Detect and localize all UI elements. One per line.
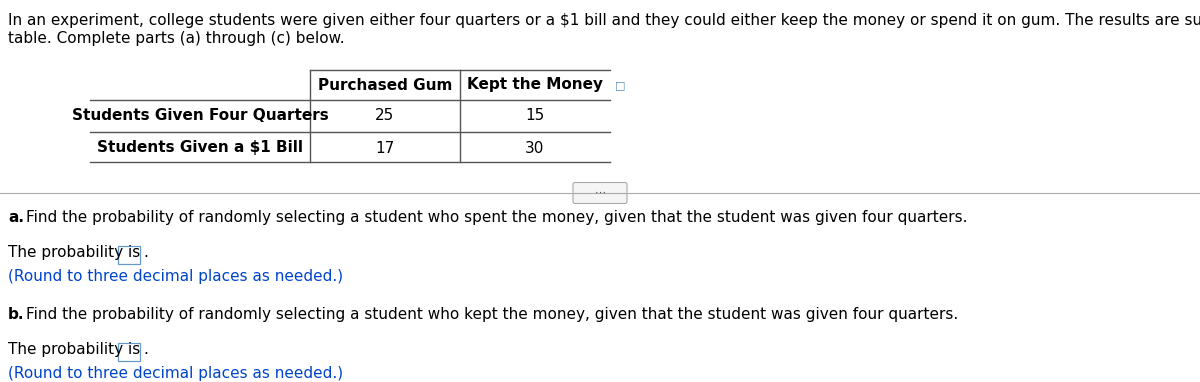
FancyBboxPatch shape xyxy=(574,183,628,204)
Text: (Round to three decimal places as needed.): (Round to three decimal places as needed… xyxy=(8,269,343,284)
FancyBboxPatch shape xyxy=(118,246,140,264)
Text: ⋯: ⋯ xyxy=(594,188,606,198)
Text: Kept the Money: Kept the Money xyxy=(467,78,604,92)
Text: .: . xyxy=(143,342,148,357)
Text: The probability is: The probability is xyxy=(8,342,140,357)
Text: a.: a. xyxy=(8,210,24,225)
Text: In an experiment, college students were given either four quarters or a $1 bill : In an experiment, college students were … xyxy=(8,13,1200,28)
Text: (Round to three decimal places as needed.): (Round to three decimal places as needed… xyxy=(8,366,343,381)
Text: 17: 17 xyxy=(376,141,395,155)
Text: The probability is: The probability is xyxy=(8,245,140,260)
Text: 15: 15 xyxy=(526,108,545,123)
Text: 25: 25 xyxy=(376,108,395,123)
Text: Find the probability of randomly selecting a student who spent the money, given : Find the probability of randomly selecti… xyxy=(26,210,967,225)
Text: Students Given Four Quarters: Students Given Four Quarters xyxy=(72,108,329,123)
Text: 30: 30 xyxy=(526,141,545,155)
Text: b.: b. xyxy=(8,307,24,322)
Text: □: □ xyxy=(616,80,625,90)
FancyBboxPatch shape xyxy=(118,343,140,361)
Text: table. Complete parts (a) through (c) below.: table. Complete parts (a) through (c) be… xyxy=(8,31,344,46)
Text: .: . xyxy=(143,245,148,260)
Text: Students Given a $1 Bill: Students Given a $1 Bill xyxy=(97,139,302,154)
Text: Find the probability of randomly selecting a student who kept the money, given t: Find the probability of randomly selecti… xyxy=(26,307,959,322)
Text: Purchased Gum: Purchased Gum xyxy=(318,78,452,92)
